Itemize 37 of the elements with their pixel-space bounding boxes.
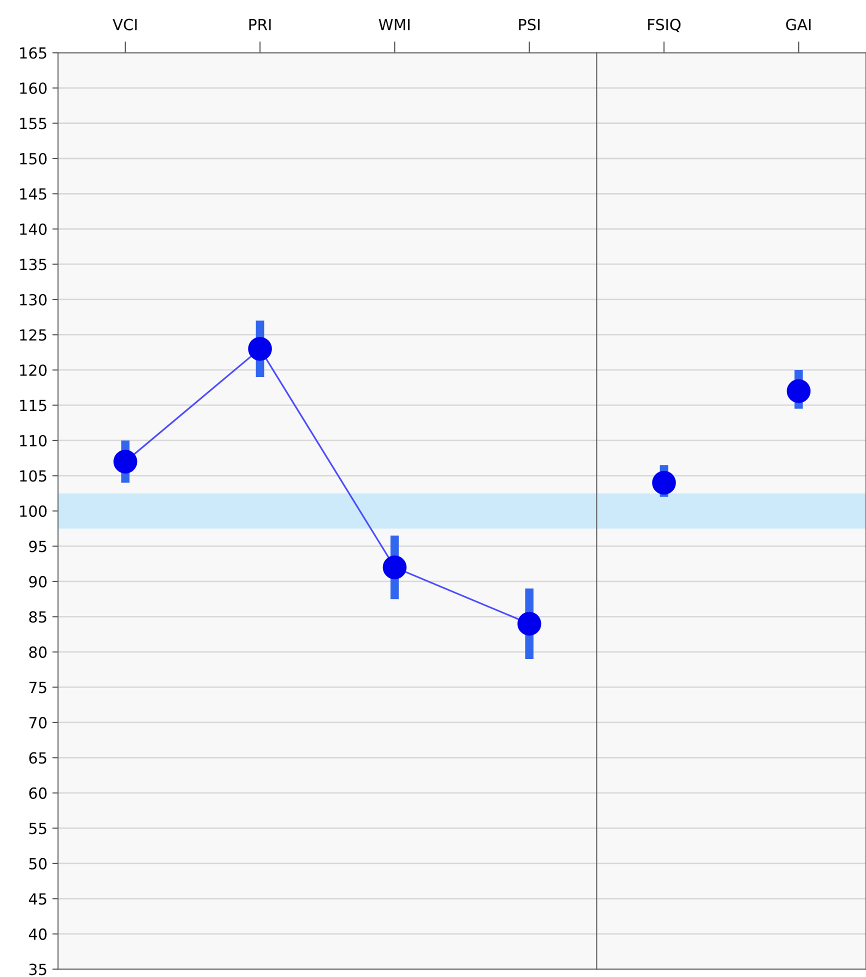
y-tick-label: 110 <box>20 434 47 446</box>
y-tick-label: 95 <box>29 540 46 552</box>
x-tick-label: GAI <box>786 18 811 30</box>
y-tick-label: 55 <box>29 822 46 834</box>
y-tick-label: 45 <box>28 893 46 905</box>
x-tick-label: FSIQ <box>648 18 681 32</box>
y-tick-label: 125 <box>20 329 46 341</box>
point <box>248 336 272 361</box>
y-tick-label: 85 <box>29 611 46 623</box>
y-tick-label: 40 <box>28 928 47 940</box>
y-tick-label: 80 <box>29 646 47 658</box>
y-tick-label: 140 <box>20 223 47 236</box>
y-tick-label: 100 <box>20 505 47 517</box>
y-tick-label: 145 <box>20 188 46 200</box>
x-tick-label: PRI <box>249 19 271 30</box>
x-tick-label: VCI <box>112 18 137 30</box>
y-tick-label: 60 <box>29 787 47 799</box>
y-tick-label: 160 <box>20 82 47 94</box>
x-tick-label: WMI <box>378 19 410 30</box>
y-tick-label: 90 <box>29 576 47 588</box>
point <box>517 612 542 636</box>
point <box>113 450 138 474</box>
y-tick-label: 150 <box>20 152 47 165</box>
y-tick-label: 70 <box>29 716 47 728</box>
y-tick-label: 120 <box>20 364 47 376</box>
y-tick-label: 75 <box>29 682 46 694</box>
y-tick-label: 35 <box>29 964 46 976</box>
y-tick-label: 165 <box>20 47 46 59</box>
y-tick-label: 65 <box>29 752 46 764</box>
y-tick-label: 105 <box>20 470 46 482</box>
y-tick-label: 50 <box>29 858 47 870</box>
y-tick-label: 130 <box>20 294 47 306</box>
y-tick-label: 155 <box>20 118 46 130</box>
point <box>382 555 407 580</box>
y-tick-label: 135 <box>20 258 46 270</box>
y-tick-label: 115 <box>20 400 46 412</box>
x-tick-label: PSI <box>519 18 540 30</box>
